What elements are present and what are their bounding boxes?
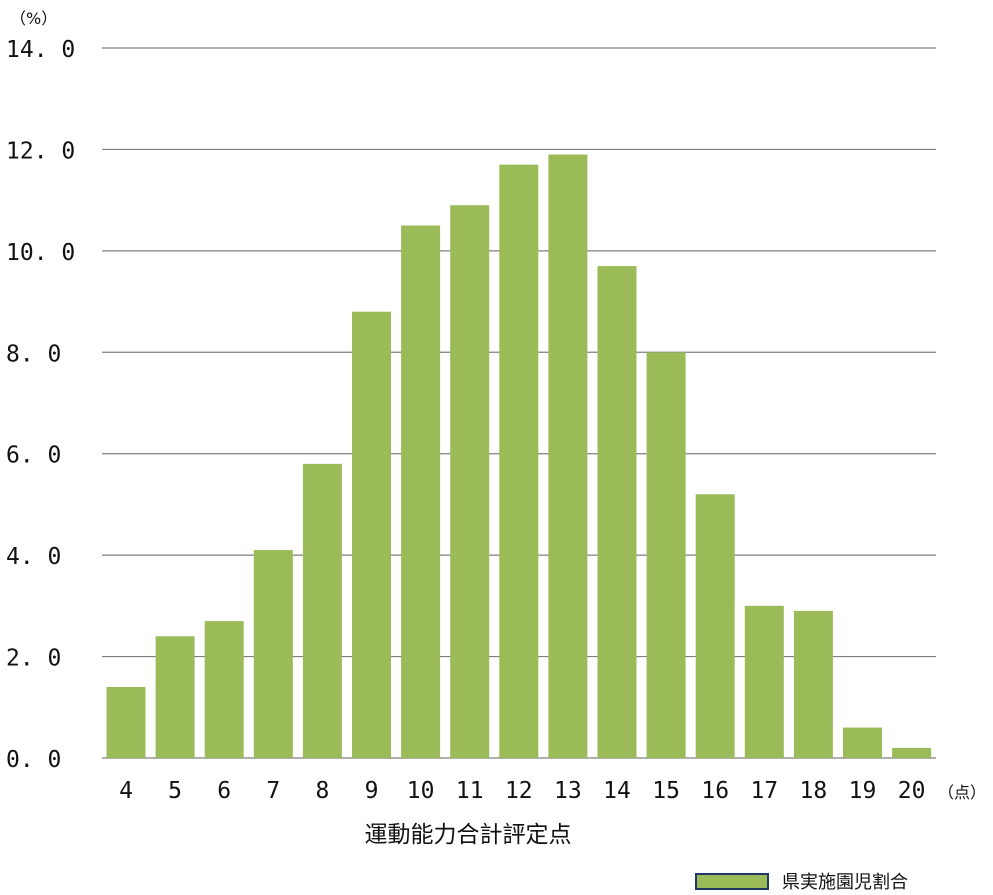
bar [548, 154, 588, 758]
y-tick-label: 10. 0 [6, 240, 75, 266]
bars [106, 154, 932, 759]
bar [253, 550, 293, 758]
x-tick-label: 10 [407, 778, 435, 804]
legend: 県実施園児割合 [695, 872, 908, 893]
legend-swatch [695, 873, 769, 890]
bar [106, 687, 146, 758]
bar [646, 352, 686, 758]
x-unit-label: （点） [938, 783, 986, 802]
bar [499, 164, 539, 759]
bar [843, 727, 882, 758]
bar [401, 225, 441, 758]
x-tick-label: 8 [315, 778, 329, 804]
x-tick-label: 4 [119, 778, 133, 804]
x-tick-label: 13 [554, 778, 582, 804]
x-tick-label: 16 [701, 778, 729, 804]
y-tick-label: 12. 0 [6, 138, 75, 164]
x-tick-label: 11 [456, 778, 484, 804]
y-tick-label: 0. 0 [6, 747, 61, 773]
legend-label: 県実施園児割合 [782, 872, 908, 893]
x-axis-title: 運動能力合計評定点 [365, 822, 572, 848]
y-tick-labels: 0. 0 2. 0 4. 0 6. 0 8. 0 10. 0 12. 0 14. 0 [6, 37, 75, 773]
x-tick-label: 7 [266, 778, 280, 804]
x-tick-label: 15 [652, 778, 680, 804]
y-tick-label: 14. 0 [6, 37, 75, 63]
bar [695, 494, 735, 758]
y-tick-label: 4. 0 [6, 544, 61, 570]
y-tick-label: 6. 0 [6, 443, 61, 469]
bar [204, 621, 244, 758]
y-tick-label: 8. 0 [6, 341, 61, 367]
bar [597, 266, 637, 758]
bar [352, 311, 391, 758]
bar [892, 747, 932, 758]
x-tick-label: 9 [365, 778, 379, 804]
x-tick-label: 19 [849, 778, 877, 804]
bar [155, 636, 195, 758]
x-tick-label: 14 [603, 778, 631, 804]
y-unit-label: （%） [10, 9, 57, 28]
x-tick-label: 5 [168, 778, 182, 804]
x-tick-label: 17 [750, 778, 778, 804]
x-tick-label: 20 [898, 778, 926, 804]
bar [302, 463, 342, 758]
bar [450, 205, 490, 758]
x-tick-label: 12 [505, 778, 533, 804]
bar [744, 605, 784, 758]
x-tick-label: 6 [217, 778, 231, 804]
x-tick-labels: 4 5 6 7 8 9 10 11 12 13 14 15 16 17 18 19 20 [119, 778, 925, 804]
bar [793, 610, 833, 758]
y-tick-label: 2. 0 [6, 646, 61, 672]
x-tick-label: 18 [800, 778, 828, 804]
